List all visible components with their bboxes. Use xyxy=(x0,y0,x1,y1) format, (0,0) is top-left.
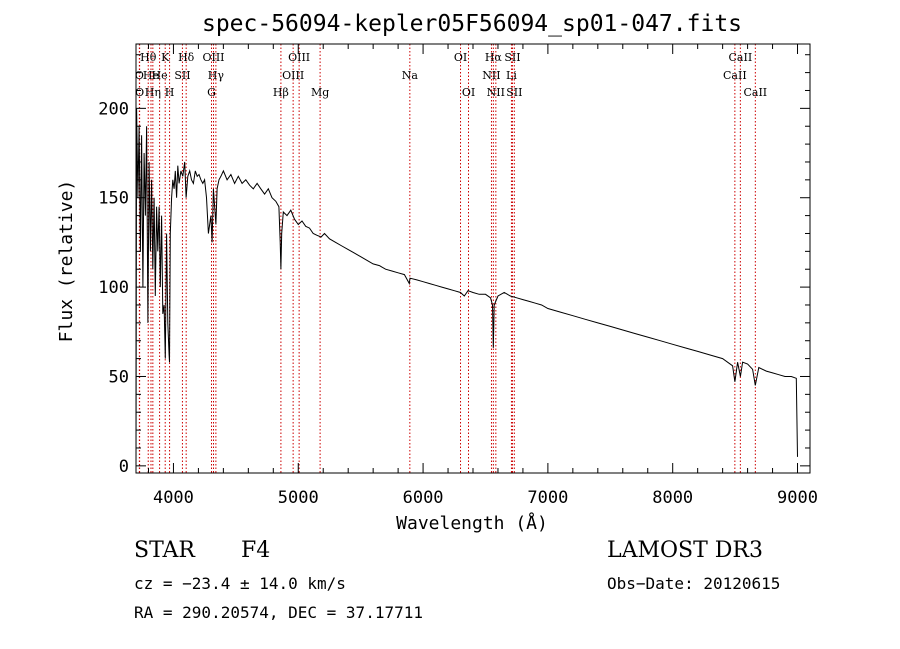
spectral-line-markers xyxy=(138,44,756,473)
line-label-14: OIII xyxy=(282,69,304,82)
line-label-24: SII xyxy=(504,51,520,64)
x-axis: 4000 5000 6000 7000 8000 9000 xyxy=(147,44,818,508)
chart-title: spec-56094-kepler05F56094_sp01-047.fits xyxy=(202,11,742,37)
redshift-velocity: cz = −23.4 ± 14.0 km/s xyxy=(134,574,346,593)
sky-coordinates: RA = 290.20574, DEC = 37.17711 xyxy=(134,603,423,622)
line-label-18: OI xyxy=(454,51,467,64)
line-label-16: Mg xyxy=(311,86,329,99)
y-tick-label: 50 xyxy=(109,367,129,387)
y-axis-label: Flux (relative) xyxy=(56,180,77,343)
line-label-0: O xyxy=(135,69,144,82)
line-label-7: H xyxy=(165,86,175,99)
line-label-12: Hγ xyxy=(208,69,225,82)
line-label-15: OIII xyxy=(288,51,310,64)
x-tick-label: 8000 xyxy=(652,488,693,508)
x-axis-label: Wavelength (Å) xyxy=(396,512,548,534)
line-label-23: Li xyxy=(506,69,517,82)
spectral-line-labels: OOHθHeHηHeKHSIIHδGOIIIHγHβOIIIOIIIMgNaOI… xyxy=(135,51,767,99)
spectrum-line xyxy=(135,108,798,466)
line-label-6: K xyxy=(161,51,170,64)
line-label-2: Hθ xyxy=(140,51,157,64)
line-label-4: Hη xyxy=(145,86,161,99)
line-label-22: NII xyxy=(487,86,505,99)
y-tick-label: 150 xyxy=(98,189,129,209)
line-label-1: O xyxy=(135,86,144,99)
x-tick-label: 5000 xyxy=(278,488,319,508)
line-label-13: Hβ xyxy=(273,86,289,99)
line-label-10: G xyxy=(207,86,216,99)
observation-date: Obs−Date: 20120615 xyxy=(607,574,781,593)
y-tick-label: 200 xyxy=(98,99,129,119)
x-tick-label: 6000 xyxy=(403,488,444,508)
line-label-26: CaII xyxy=(723,69,747,82)
line-label-11: OIII xyxy=(202,51,224,64)
x-tick-label: 4000 xyxy=(153,488,194,508)
line-label-17: Na xyxy=(402,69,419,82)
line-label-21: Hα xyxy=(485,51,503,64)
x-tick-label: 7000 xyxy=(527,488,568,508)
line-label-9: Hδ xyxy=(178,51,195,64)
line-label-27: CaII xyxy=(729,51,753,64)
line-label-28: CaII xyxy=(743,86,767,99)
line-label-25: SII xyxy=(506,86,522,99)
object-subclass: F4 xyxy=(241,538,271,563)
line-label-20: NII xyxy=(482,69,500,82)
y-tick-label: 0 xyxy=(119,457,129,477)
survey-name: LAMOST DR3 xyxy=(607,538,763,563)
line-label-3: He xyxy=(143,69,159,82)
x-tick-label: 9000 xyxy=(777,488,818,508)
line-label-19: OI xyxy=(462,86,475,99)
object-class: STAR xyxy=(134,538,195,563)
y-axis: 0 50 100 150 200 xyxy=(98,54,810,477)
plot-frame xyxy=(135,43,811,474)
y-tick-label: 100 xyxy=(98,278,129,298)
line-label-5: He xyxy=(152,69,168,82)
line-label-8: SII xyxy=(174,69,190,82)
